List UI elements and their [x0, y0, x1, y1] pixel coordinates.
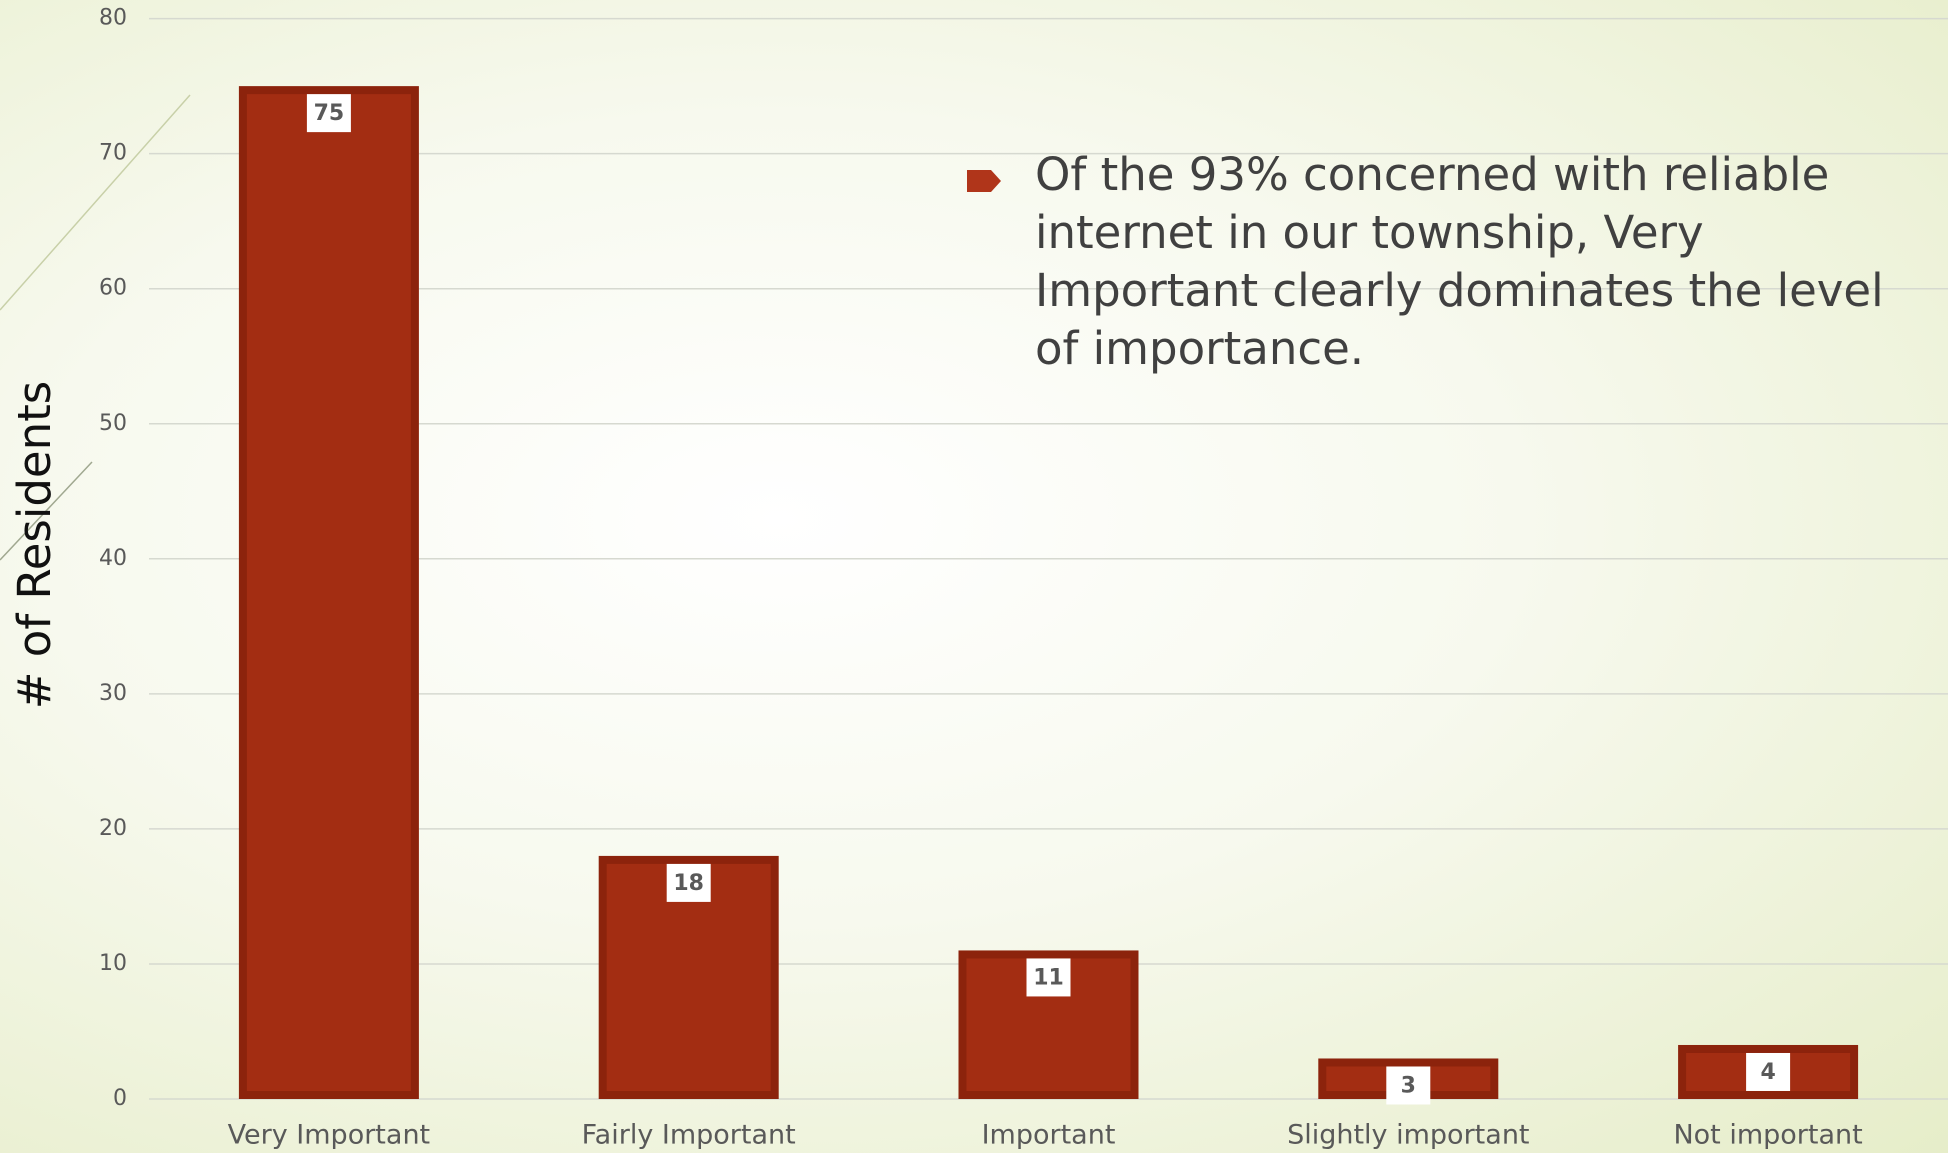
x-tick-label: Fairly Important — [582, 1120, 796, 1151]
bullet — [967, 170, 1001, 192]
decoration — [0, 461, 93, 561]
y-tick-label: 70 — [99, 141, 127, 166]
bar — [238, 86, 419, 1099]
x-tick-label: Very Important — [228, 1120, 431, 1151]
y-tick-label: 40 — [99, 546, 127, 571]
y-tick-label: 50 — [99, 411, 127, 436]
y-tick-label: 80 — [99, 6, 127, 31]
y-tick-label: 20 — [99, 816, 127, 841]
value-label-box — [1746, 1052, 1791, 1091]
y-tick-label: 0 — [113, 1086, 127, 1111]
value-label: 18 — [673, 871, 704, 896]
value-label-box — [1026, 958, 1071, 997]
y-tick-label: 60 — [99, 276, 127, 301]
y-axis-title: # of Residents — [8, 381, 61, 709]
value-label: 75 — [314, 101, 345, 126]
value-label: 4 — [1760, 1060, 1775, 1085]
value-label-box — [666, 863, 711, 902]
annotation: Of the 93% concerned with reliable inter… — [1035, 148, 1884, 375]
x-tick-label: Important — [982, 1120, 1116, 1151]
value-label: 11 — [1033, 965, 1064, 990]
decoration — [0, 94, 191, 311]
x-tick-label: Not important — [1673, 1120, 1862, 1151]
bar — [958, 950, 1139, 1099]
value-label-box — [306, 94, 351, 133]
value-label: 3 — [1401, 1073, 1416, 1098]
y-tick-label: 30 — [99, 681, 127, 706]
x-tick-label: Slightly important — [1287, 1120, 1529, 1151]
y-tick-label: 10 — [99, 951, 127, 976]
value-label-box — [1386, 1066, 1431, 1105]
